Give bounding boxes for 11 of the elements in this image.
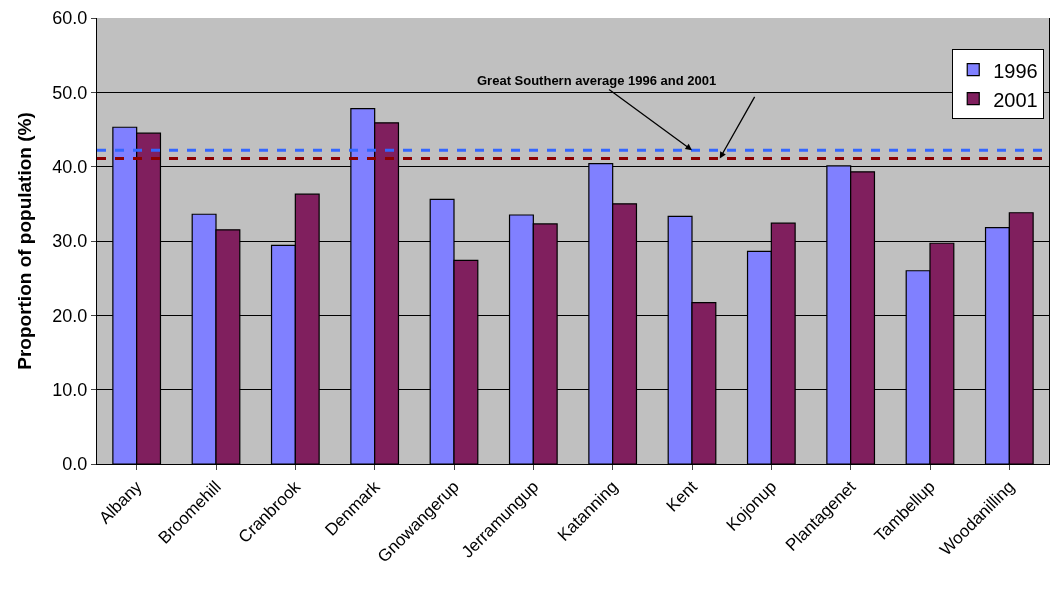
y-tick-label: 60.0 xyxy=(52,8,88,29)
y-tick-label: 20.0 xyxy=(52,305,88,326)
legend-label: 1996 xyxy=(993,59,1038,82)
y-tick-label: 0.0 xyxy=(62,454,88,475)
y-tick-label: 50.0 xyxy=(52,82,88,103)
y-axis-title: Proportion of population (%) xyxy=(14,112,36,370)
y-tick-label: 10.0 xyxy=(52,379,88,400)
annotation: Great Southern average 1996 and 2001 xyxy=(477,73,717,88)
legend-label: 2001 xyxy=(993,88,1038,111)
y-tick-label: 40.0 xyxy=(52,156,88,177)
y-tick-label: 30.0 xyxy=(52,231,88,252)
